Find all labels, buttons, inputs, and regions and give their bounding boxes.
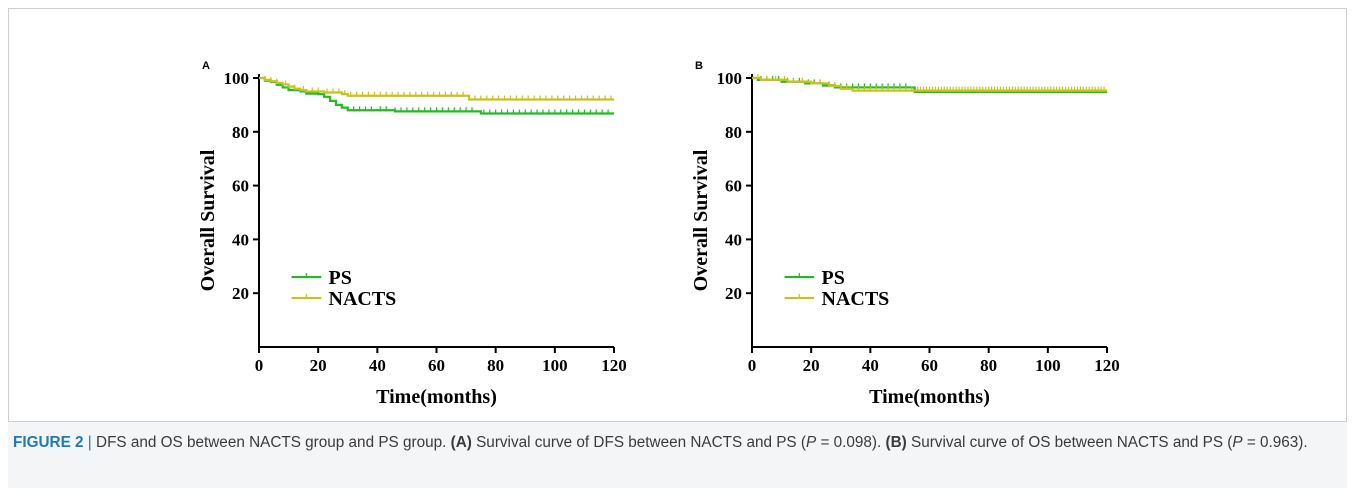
x-tick-label: 120 — [1094, 356, 1120, 375]
caption-lead: DFS and OS between NACTS group and PS gr… — [96, 434, 447, 451]
x-tick-label: 80 — [980, 356, 997, 375]
x-axis-title: Time(months) — [869, 386, 990, 408]
y-axis-title: Overall Survival — [690, 149, 712, 291]
caption-part-a-label: (A) — [450, 434, 472, 451]
x-tick-label: 20 — [310, 356, 327, 375]
caption-part-a-text-2: = 0.098). — [820, 434, 882, 451]
caption-part-a-p: P — [805, 434, 817, 451]
y-tick-label: 40 — [725, 230, 742, 249]
legend-label-ps: PS — [329, 267, 352, 289]
y-tick-label: 100 — [717, 69, 743, 88]
caption-separator: | — [87, 434, 92, 451]
y-tick-label: 60 — [725, 177, 742, 196]
y-tick-label: 80 — [725, 123, 742, 142]
y-tick-label: 20 — [725, 284, 742, 303]
x-tick-label: 40 — [369, 356, 386, 375]
x-tick-label: 100 — [1035, 356, 1061, 375]
y-tick-label: 100 — [224, 69, 250, 88]
x-axis-title: Time(months) — [376, 386, 497, 408]
x-tick-label: 0 — [748, 356, 757, 375]
x-tick-label: 120 — [601, 356, 627, 375]
y-tick-label: 20 — [232, 284, 249, 303]
y-tick-label: 60 — [232, 177, 249, 196]
figure-caption: FIGURE 2 | DFS and OS between NACTS grou… — [8, 421, 1347, 488]
caption-part-b-text-1: Survival curve of OS between NACTS and P… — [911, 434, 1233, 451]
series-line-nacts — [259, 76, 614, 101]
legend-label-nacts: NACTS — [822, 288, 890, 310]
y-tick-label: 40 — [232, 230, 249, 249]
legend-label-ps: PS — [822, 267, 845, 289]
x-tick-label: 60 — [921, 356, 938, 375]
caption-part-a-text-1: Survival curve of DFS between NACTS and … — [476, 434, 806, 451]
figure-label: FIGURE 2 — [13, 434, 84, 451]
panel-label: B — [695, 60, 703, 72]
x-tick-label: 60 — [428, 356, 445, 375]
x-tick-label: 40 — [862, 356, 879, 375]
caption-part-b-label: (B) — [885, 434, 907, 451]
caption-part-b-text-2: = 0.963). — [1246, 434, 1308, 451]
x-tick-label: 80 — [487, 356, 504, 375]
caption-part-b-p: P — [1232, 434, 1243, 451]
y-tick-label: 80 — [232, 123, 249, 142]
figure-frame — [8, 8, 1347, 488]
y-axis-title: Overall Survival — [197, 149, 219, 291]
chart-panel-b: B 20 40 60 80 100 0 20 40 60 80 100 120 Time(months) O… — [690, 60, 1120, 408]
x-tick-label: 100 — [542, 356, 568, 375]
legend-label-nacts: NACTS — [329, 288, 397, 310]
x-tick-label: 20 — [803, 356, 820, 375]
chart-panel-a: A 20 40 60 80 100 0 20 40 60 80 100 120 Time(months) O… — [197, 60, 627, 408]
panel-label: A — [202, 60, 210, 72]
x-tick-label: 0 — [255, 356, 264, 375]
